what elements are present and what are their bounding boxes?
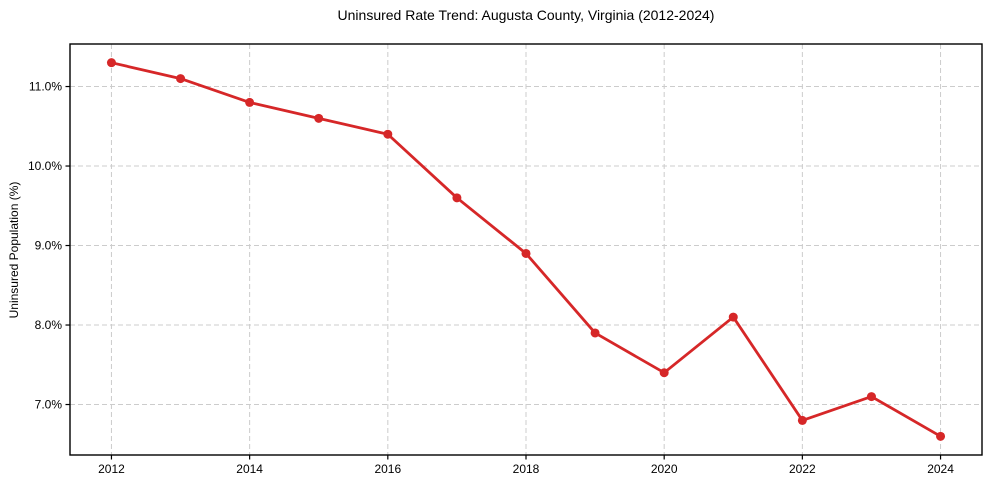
data-point-2014 [245, 97, 255, 107]
data-point-2023 [866, 392, 876, 402]
data-point-2020 [659, 368, 669, 378]
data-point-2018 [521, 248, 531, 258]
x-tick-label: 2024 [927, 462, 954, 476]
data-point-2024 [936, 431, 946, 441]
x-tick-label: 2022 [789, 462, 816, 476]
y-tick-label: 10.0% [28, 159, 62, 173]
y-tick-label: 8.0% [35, 318, 63, 332]
data-point-2016 [383, 129, 393, 139]
chart-title: Uninsured Rate Trend: Augusta County, Vi… [337, 7, 715, 23]
x-tick-label: 2020 [651, 462, 678, 476]
data-point-2017 [452, 193, 462, 203]
data-point-2015 [314, 113, 324, 123]
data-point-2012 [106, 58, 116, 68]
data-point-2022 [797, 415, 807, 425]
y-tick-label: 9.0% [35, 239, 63, 253]
data-point-2021 [728, 312, 738, 322]
x-tick-label: 2012 [98, 462, 125, 476]
data-point-2013 [176, 74, 186, 84]
x-tick-label: 2014 [236, 462, 263, 476]
y-tick-label: 11.0% [29, 80, 62, 94]
data-point-2019 [590, 328, 600, 338]
x-tick-label: 2016 [374, 462, 401, 476]
x-tick-label: 2018 [513, 462, 540, 476]
y-tick-label: 7.0% [35, 398, 63, 412]
